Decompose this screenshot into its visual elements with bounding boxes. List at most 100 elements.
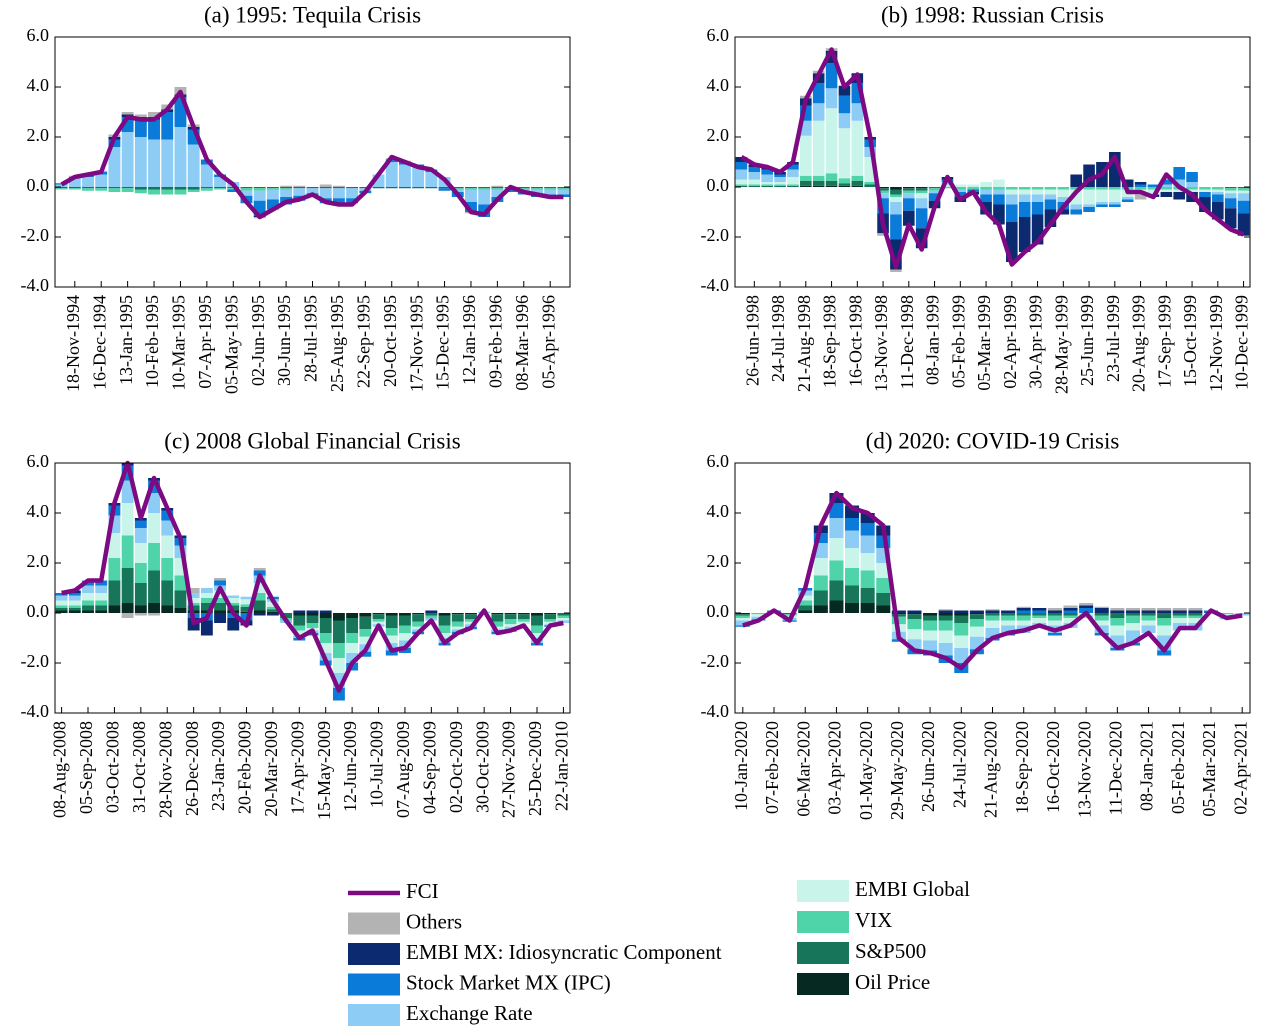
bar-segment [187, 603, 200, 606]
x-tick-label: 10-Jul-2009 [367, 721, 387, 808]
bar-segment [95, 174, 108, 187]
bar-segment [787, 164, 799, 170]
bar-segment [293, 630, 306, 636]
bar-segment [915, 188, 928, 191]
bar-segment [491, 185, 504, 187]
bar-segment [280, 188, 293, 190]
bar-segment [1083, 164, 1095, 187]
bar-segment [1121, 199, 1134, 202]
bar-segment [82, 600, 94, 606]
bar-segment [148, 189, 160, 195]
bar-segment [544, 621, 557, 625]
bar-segment [1006, 189, 1018, 195]
bar-segment [787, 177, 799, 185]
x-tick-label: 31-Oct-2008 [129, 721, 149, 813]
bar-segment [280, 185, 293, 187]
bar-segment [214, 610, 227, 613]
bar-segment [800, 185, 812, 187]
bar-segment [735, 625, 750, 627]
bar-segment [161, 520, 174, 536]
bar-segment [1157, 625, 1172, 636]
bar-segment [877, 198, 889, 214]
y-tick-label: -4.0 [701, 701, 730, 721]
bar-segment [891, 616, 906, 625]
bar-segment [68, 600, 81, 606]
x-tick-label: 15-Dec-1995 [433, 295, 453, 390]
bar-segment [1063, 610, 1078, 613]
bar-segment [1237, 200, 1250, 214]
x-tick-label: 25-Dec-2009 [525, 721, 545, 816]
bar-series [735, 88, 1250, 215]
bar-segment [227, 595, 240, 598]
bar-segment [425, 615, 438, 618]
x-tick-label: 30-Oct-2009 [472, 721, 492, 813]
bar-segment [1079, 605, 1094, 608]
panel-title: (d) 2020: COVID-19 Crisis [866, 428, 1120, 453]
bar-segment [240, 190, 253, 196]
bar-segment [1110, 613, 1125, 618]
bar-segment [438, 615, 451, 626]
bar-segment [280, 613, 293, 618]
bar-segment [969, 610, 984, 613]
bar-segment [108, 558, 121, 581]
bar-segment [1063, 618, 1078, 623]
bar-segment [148, 513, 160, 543]
bar-segment [838, 128, 851, 179]
bar-segment [306, 613, 319, 616]
bar-segment [1079, 608, 1094, 613]
x-tick-label: 08-Mar-1996 [512, 295, 532, 391]
bar-segment [1199, 197, 1211, 212]
bar-segment [864, 182, 876, 185]
bar-segment [385, 635, 398, 643]
bar-segment [134, 187, 147, 190]
bar-segment [491, 189, 504, 197]
y-tick-label: 6.0 [707, 451, 730, 471]
bar-segment [1237, 188, 1250, 191]
bar-segment [491, 626, 504, 630]
bar-segment [425, 610, 438, 613]
legend-label: Stock Market MX (IPC) [406, 970, 611, 994]
x-tick-label: 05-Mar-2021 [1199, 721, 1219, 817]
bar-segment [332, 185, 345, 187]
bar-segment [1001, 625, 1016, 633]
x-tick-label: 27-Nov-2009 [499, 721, 519, 818]
bar-segment [938, 630, 953, 643]
bar-segment [1044, 199, 1057, 210]
x-tick-label: 10-Jan-2020 [731, 721, 751, 811]
bar-segment [240, 599, 253, 605]
bar-segment [1125, 613, 1140, 616]
bar-segment [359, 187, 372, 189]
bar-segment [332, 658, 345, 673]
bar-segment [1134, 182, 1147, 185]
bar-segment [293, 188, 306, 196]
bar-segment [954, 187, 967, 190]
bar-segment [1047, 613, 1062, 616]
bar-segment [890, 194, 902, 197]
bar-segment [438, 625, 451, 633]
bar-series [735, 108, 1250, 205]
bar-segment [1047, 633, 1062, 636]
bar-segment [266, 187, 279, 189]
bar-segment [1079, 603, 1094, 606]
bar-segment [504, 614, 517, 620]
bar-segment [876, 593, 891, 606]
bar-segment [825, 108, 838, 174]
bar-segment [1031, 189, 1044, 195]
bar-segment [980, 194, 992, 202]
bar-segment [266, 609, 279, 612]
bar-segment [174, 575, 187, 591]
legend-label: Exchange Rate [406, 1001, 533, 1025]
bar-segment [187, 598, 200, 603]
bar-segment [134, 189, 147, 194]
bar-segment [954, 623, 969, 636]
bar-segment [148, 112, 160, 117]
bar-segment [923, 630, 938, 641]
bar-segment [761, 169, 773, 175]
bar-segment [735, 162, 748, 170]
panel: (b) 1998: Russian Crisis -4.0 -2.0 0.0 2.0 4.… [701, 2, 1252, 394]
bar-segment [121, 132, 134, 187]
bar-segment [860, 603, 875, 613]
bar-segment [1224, 188, 1237, 191]
bar-segment [915, 190, 928, 194]
bar-segment [1018, 189, 1031, 195]
